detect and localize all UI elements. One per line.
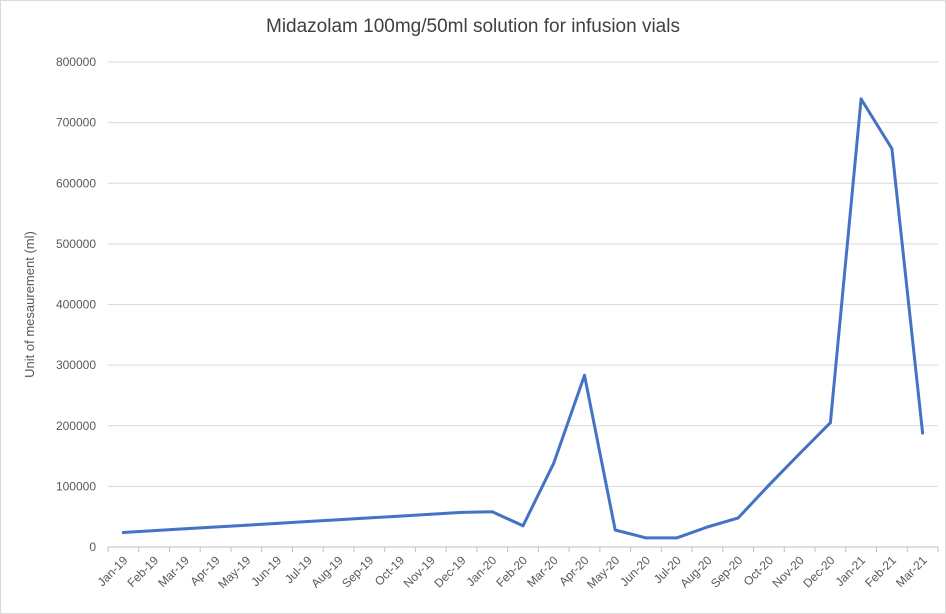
y-tick-label: 500000	[56, 237, 96, 251]
x-tick-label: Aug-20	[677, 553, 714, 590]
y-tick-label: 600000	[56, 176, 96, 190]
x-tick-label: Jan-21	[832, 553, 868, 589]
data-point	[183, 527, 187, 531]
data-point	[828, 421, 832, 425]
data-point	[736, 516, 740, 520]
x-tick-label: Dec-19	[431, 553, 468, 590]
data-point	[552, 461, 556, 465]
data-point	[705, 525, 709, 529]
x-tick-label: Jun-20	[617, 553, 653, 589]
data-point	[890, 147, 894, 151]
series-line	[121, 97, 925, 540]
data-point	[644, 536, 648, 540]
x-tick-label: Mar-21	[893, 553, 930, 590]
y-tick-label: 700000	[56, 116, 96, 130]
x-tick-label: May-19	[215, 553, 253, 591]
data-point	[367, 516, 371, 520]
x-tick-label: Sep-20	[708, 553, 745, 590]
y-tick-label: 400000	[56, 298, 96, 312]
x-tick-label: Aug-19	[308, 553, 345, 590]
x-tick-label: Jun-19	[248, 553, 284, 589]
data-point	[275, 521, 279, 525]
y-tick-label: 0	[89, 540, 96, 554]
x-tick-label: Feb-21	[862, 553, 899, 590]
x-tick-label: Jan-20	[464, 553, 500, 589]
x-tick-label: May-20	[584, 553, 622, 591]
x-tick-label: Jan-19	[95, 553, 131, 589]
data-point	[767, 483, 771, 487]
data-point	[152, 529, 156, 533]
data-point	[214, 525, 218, 529]
x-tick-label: Mar-19	[155, 553, 192, 590]
data-point	[921, 431, 925, 435]
chart-title: Midazolam 100mg/50ml solution for infusi…	[266, 16, 680, 37]
y-tick-label: 200000	[56, 419, 96, 433]
x-tick-label: Sep-19	[339, 553, 376, 590]
y-axis-label: Unit of mesaurement (ml)	[22, 231, 37, 378]
data-point	[798, 452, 802, 456]
data-point	[613, 528, 617, 532]
x-tick-label: Feb-19	[124, 553, 161, 590]
data-point	[121, 530, 125, 534]
data-point	[490, 510, 494, 514]
y-tick-label: 300000	[56, 358, 96, 372]
data-point	[460, 510, 464, 514]
data-point	[337, 518, 341, 522]
x-tick-label: Feb-20	[493, 553, 530, 590]
data-point	[582, 373, 586, 377]
data-point	[306, 520, 310, 524]
x-tick-label: Mar-20	[524, 553, 561, 590]
data-point	[521, 524, 525, 528]
y-tick-label: 100000	[56, 479, 96, 493]
x-tick-label: Nov-19	[401, 553, 438, 590]
data-point	[859, 97, 863, 101]
x-tick-label: Nov-20	[770, 553, 807, 590]
data-point	[244, 523, 248, 527]
x-tick-label: Dec-20	[800, 553, 837, 590]
data-point	[675, 536, 679, 540]
data-point	[429, 512, 433, 516]
y-tick-label: 800000	[56, 55, 96, 69]
data-point	[398, 514, 402, 518]
